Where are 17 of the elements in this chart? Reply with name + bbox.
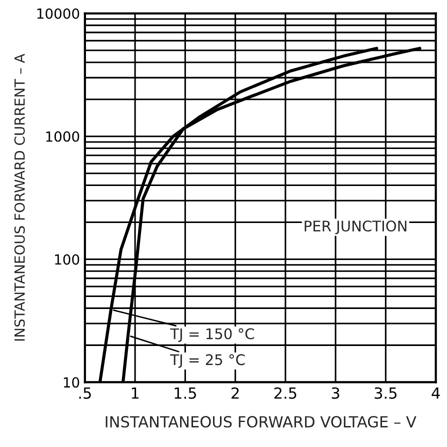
annotation: TJ = 150 °C	[170, 328, 254, 342]
x-tick-label: 4	[432, 388, 440, 399]
x-tick-label: 1	[132, 388, 139, 399]
x-tick-label: 2.5	[274, 387, 296, 399]
y-tick-label: 10	[64, 377, 80, 388]
x-axis-title: INSTANTANEOUS FORWARD VOLTAGE – V	[106, 416, 416, 428]
x-tick-label: .5	[79, 388, 91, 399]
x-tick-label: 3	[332, 387, 340, 399]
annotation: TJ = 25 °C	[170, 354, 245, 368]
y-tick-label: 100	[55, 254, 80, 265]
y-tick-label: 10000	[37, 8, 80, 19]
y-tick-label: 1000	[46, 131, 80, 142]
x-tick-label: 1.5	[174, 388, 196, 399]
annotation: PER JUNCTION	[304, 220, 406, 234]
x-tick-label: 2	[232, 387, 239, 399]
x-tick-label: 3.5	[374, 387, 397, 399]
y-axis-title: INSTANTANEOUS FORWARD CURRENT – A	[14, 54, 25, 341]
